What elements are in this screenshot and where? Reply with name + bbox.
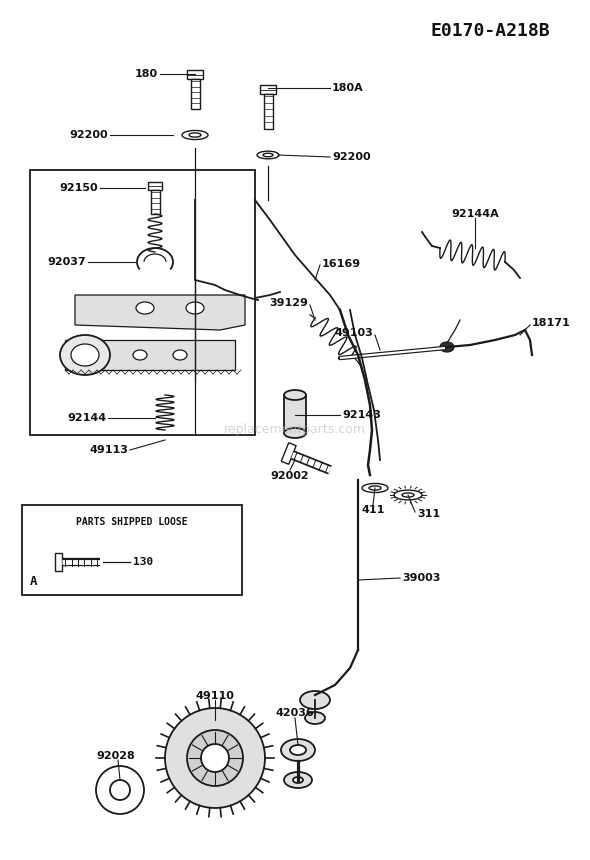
Ellipse shape <box>182 131 208 139</box>
Text: 16169: 16169 <box>322 259 361 269</box>
Ellipse shape <box>402 493 414 497</box>
Text: 130: 130 <box>133 557 153 567</box>
Ellipse shape <box>189 133 201 137</box>
FancyBboxPatch shape <box>187 70 203 79</box>
Ellipse shape <box>362 483 388 493</box>
Ellipse shape <box>133 350 147 360</box>
Circle shape <box>187 730 243 786</box>
Ellipse shape <box>136 302 154 314</box>
Ellipse shape <box>93 350 107 360</box>
Text: 49103: 49103 <box>335 328 373 338</box>
Ellipse shape <box>71 344 99 366</box>
Text: 49110: 49110 <box>195 691 234 701</box>
Polygon shape <box>281 443 296 464</box>
Text: A: A <box>30 575 38 588</box>
Ellipse shape <box>284 772 312 788</box>
Ellipse shape <box>263 153 273 157</box>
Circle shape <box>110 780 130 800</box>
Ellipse shape <box>173 350 187 360</box>
Bar <box>264 94 273 129</box>
Polygon shape <box>65 340 235 370</box>
FancyBboxPatch shape <box>148 182 162 190</box>
Ellipse shape <box>284 428 306 438</box>
Ellipse shape <box>369 486 381 490</box>
Text: 92144: 92144 <box>67 413 106 423</box>
Text: 39129: 39129 <box>269 298 308 308</box>
Bar <box>30 170 255 435</box>
Polygon shape <box>75 295 245 330</box>
Text: 92002: 92002 <box>271 471 309 481</box>
Text: 92200: 92200 <box>332 152 371 162</box>
Text: replacementparts.com: replacementparts.com <box>224 423 366 437</box>
Text: 92144A: 92144A <box>451 209 499 219</box>
Text: 180A: 180A <box>332 83 364 93</box>
Text: 92143: 92143 <box>342 410 381 420</box>
Bar <box>150 190 159 214</box>
Text: 180: 180 <box>135 69 158 79</box>
Text: E0170-A218B: E0170-A218B <box>430 22 550 40</box>
Text: 18171: 18171 <box>532 318 571 328</box>
Bar <box>22 505 242 595</box>
FancyBboxPatch shape <box>260 85 276 94</box>
Ellipse shape <box>257 151 279 159</box>
Ellipse shape <box>300 691 330 709</box>
Circle shape <box>201 744 229 772</box>
Bar <box>191 79 199 109</box>
Ellipse shape <box>284 390 306 400</box>
Text: 92028: 92028 <box>97 751 135 761</box>
Ellipse shape <box>394 490 422 500</box>
Text: 92200: 92200 <box>70 130 108 140</box>
Ellipse shape <box>293 777 303 783</box>
Text: 42036: 42036 <box>276 708 314 718</box>
Text: 92150: 92150 <box>60 183 98 193</box>
Text: 49113: 49113 <box>89 445 128 455</box>
Text: 92037: 92037 <box>47 257 86 267</box>
Ellipse shape <box>60 335 110 375</box>
Ellipse shape <box>281 739 315 761</box>
Bar <box>284 395 306 433</box>
Circle shape <box>165 708 265 808</box>
Ellipse shape <box>186 302 204 314</box>
Circle shape <box>96 766 144 814</box>
Ellipse shape <box>305 712 325 724</box>
Text: PARTS SHIPPED LOOSE: PARTS SHIPPED LOOSE <box>76 517 188 527</box>
Text: 411: 411 <box>361 505 385 515</box>
Text: 311: 311 <box>417 509 440 519</box>
Ellipse shape <box>440 342 454 352</box>
Ellipse shape <box>290 745 306 755</box>
Polygon shape <box>55 553 62 571</box>
Text: 39003: 39003 <box>402 573 440 583</box>
